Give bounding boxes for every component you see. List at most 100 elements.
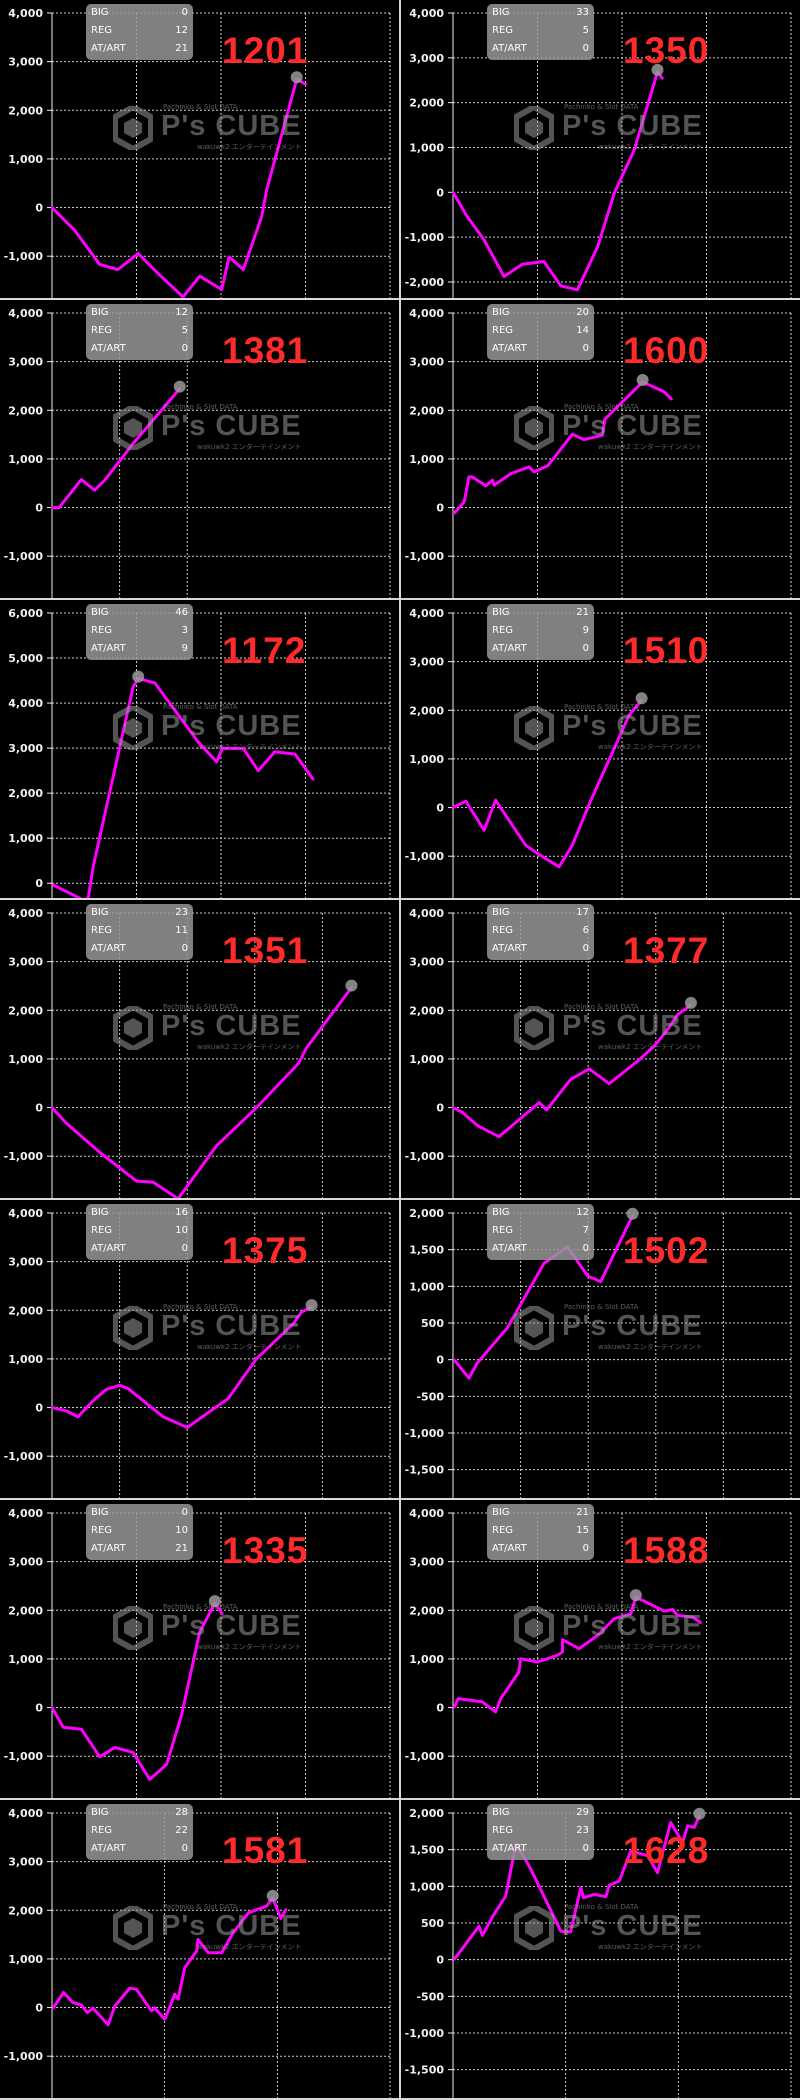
data-point — [484, 484, 487, 488]
cube-logo-icon — [113, 706, 153, 750]
data-point — [247, 1911, 250, 1914]
stat-value: 22 — [175, 1825, 188, 1836]
data-point — [51, 2007, 55, 2010]
data-point — [158, 273, 162, 277]
data-point — [681, 1841, 684, 1844]
data-point — [613, 1617, 616, 1620]
max-point-marker — [305, 1299, 318, 1312]
watermark-tagline: Pachinko & Slot DATA — [163, 1303, 238, 1311]
data-point — [452, 1706, 456, 1709]
machine-number: 1628 — [623, 1830, 710, 1871]
y-tick-label: 2,000 — [409, 1604, 444, 1617]
data-point — [206, 1951, 210, 1954]
watermark-brand: P's CUBE — [562, 710, 703, 742]
max-point-marker — [636, 373, 649, 386]
data-point — [451, 191, 455, 194]
watermark-company: wakuwk2 エンターテインメント — [197, 143, 302, 151]
stat-label: AT/ART — [492, 1843, 527, 1854]
data-point — [85, 2011, 89, 2014]
data-point — [491, 1915, 494, 1919]
y-tick-label: 0 — [35, 502, 43, 515]
max-point-marker — [266, 1889, 279, 1902]
stat-row-big: BIG 46 — [86, 604, 193, 622]
stat-label: REG — [91, 1825, 113, 1836]
y-tick-label: 1,000 — [409, 1280, 444, 1293]
cube-logo-icon — [514, 1306, 554, 1350]
stat-row-big: BIG 0 — [86, 4, 193, 22]
machine-number: 1201 — [222, 30, 309, 71]
data-point — [557, 865, 561, 869]
watermark-company: wakuwk2 エンターテインメント — [598, 1043, 703, 1051]
chart-panel-1381: 4,000 3,000 2,000 1,000 0 -1,000 Pachinko & Sl… — [0, 300, 399, 598]
y-tick-label: 4,000 — [8, 1807, 43, 1820]
data-point — [162, 1415, 165, 1419]
y-tick-label: 2,000 — [8, 1304, 43, 1317]
y-tick-label: 2,000 — [409, 704, 444, 717]
cube-logo-icon — [514, 406, 554, 450]
y-tick-label: 1,500 — [409, 1844, 444, 1857]
data-point — [542, 260, 546, 263]
stat-row-reg: REG 5 — [487, 22, 594, 40]
stat-label: REG — [492, 325, 514, 336]
data-point — [607, 1082, 611, 1085]
stat-label: REG — [492, 1525, 514, 1536]
y-tick-label: -500 — [416, 1390, 444, 1403]
data-point — [589, 799, 593, 802]
stat-label: REG — [91, 625, 113, 636]
y-tick-label: 1,000 — [8, 453, 43, 466]
y-tick-label: 3,000 — [8, 56, 43, 69]
watermark-logo: Pachinko & Slot DATA P's CUBE wakuwk2 エンター… — [113, 1603, 302, 1656]
data-point — [676, 1013, 679, 1016]
data-point — [627, 714, 631, 717]
y-tick-label: 2,000 — [8, 1904, 43, 1917]
data-point — [292, 1322, 295, 1325]
stat-value: 10 — [175, 1225, 188, 1236]
stat-value: 12 — [175, 307, 188, 318]
stat-value: 10 — [175, 1525, 188, 1536]
stat-row-big: BIG 29 — [487, 1804, 594, 1822]
cube-logo-icon — [514, 1006, 554, 1050]
stat-label: BIG — [492, 907, 510, 918]
data-point — [476, 1361, 479, 1365]
data-point — [527, 1864, 531, 1868]
chart-svg: 4,000 3,000 2,000 1,000 0 -1,000 -2,000 — [405, 7, 792, 298]
watermark-logo: Pachinko & Slot DATA P's CUBE wakuwk2 エンター… — [113, 1903, 302, 1956]
data-point — [467, 1376, 471, 1380]
y-tick-label: 2,000 — [409, 1004, 444, 1017]
stat-value: 16 — [175, 1207, 188, 1218]
y-tick-label: 4,000 — [8, 1507, 43, 1520]
watermark-company: wakuwk2 エンターテインメント — [598, 1343, 703, 1351]
data-point — [297, 1062, 300, 1065]
stat-value: 0 — [582, 1543, 589, 1554]
data-point — [126, 1387, 130, 1390]
chart-panel-1510: 4,000 3,000 2,000 1,000 0 -1,000 Pachinko & Sl… — [401, 600, 800, 898]
data-point — [607, 1884, 611, 1887]
y-tick-label: 2,000 — [409, 1207, 444, 1220]
bonus-stats-box: BIG 21 REG 15 AT/ART 0 — [487, 1504, 594, 1560]
y-tick-label: 1,000 — [409, 1053, 444, 1066]
watermark-logo: Pachinko & Slot DATA P's CUBE wakuwk2 エンター… — [514, 1903, 703, 1956]
stat-value: 21 — [576, 607, 589, 618]
data-point — [131, 1751, 135, 1754]
y-tick-label: 3,000 — [8, 956, 43, 969]
y-tick-label: 3,000 — [8, 1856, 43, 1869]
stat-value: 12 — [576, 1207, 589, 1218]
watermark-tagline: Pachinko & Slot DATA — [564, 1003, 639, 1011]
cube-logo-icon — [113, 1306, 153, 1350]
stat-value: 9 — [181, 643, 188, 654]
stat-row-art: AT/ART 0 — [487, 340, 594, 358]
data-point — [183, 1966, 187, 1969]
y-tick-label: -1,500 — [405, 1464, 445, 1477]
data-point — [656, 1871, 659, 1874]
chart-panel-1628: 2,000 1,500 1,000 500 0 -500 -1,000 -1,500 Pachi… — [401, 1800, 800, 2098]
data-point — [151, 1180, 155, 1184]
stat-label: AT/ART — [91, 643, 126, 654]
data-point — [300, 1310, 303, 1314]
stat-value: 0 — [181, 943, 188, 954]
y-tick-label: 0 — [436, 1702, 444, 1715]
bonus-stats-box: BIG 0 REG 12 AT/ART 21 — [86, 4, 193, 60]
data-point — [494, 799, 497, 802]
stat-row-big: BIG 21 — [487, 1504, 594, 1522]
stat-value: 12 — [175, 25, 188, 36]
y-tick-label: 4,000 — [8, 1207, 43, 1220]
